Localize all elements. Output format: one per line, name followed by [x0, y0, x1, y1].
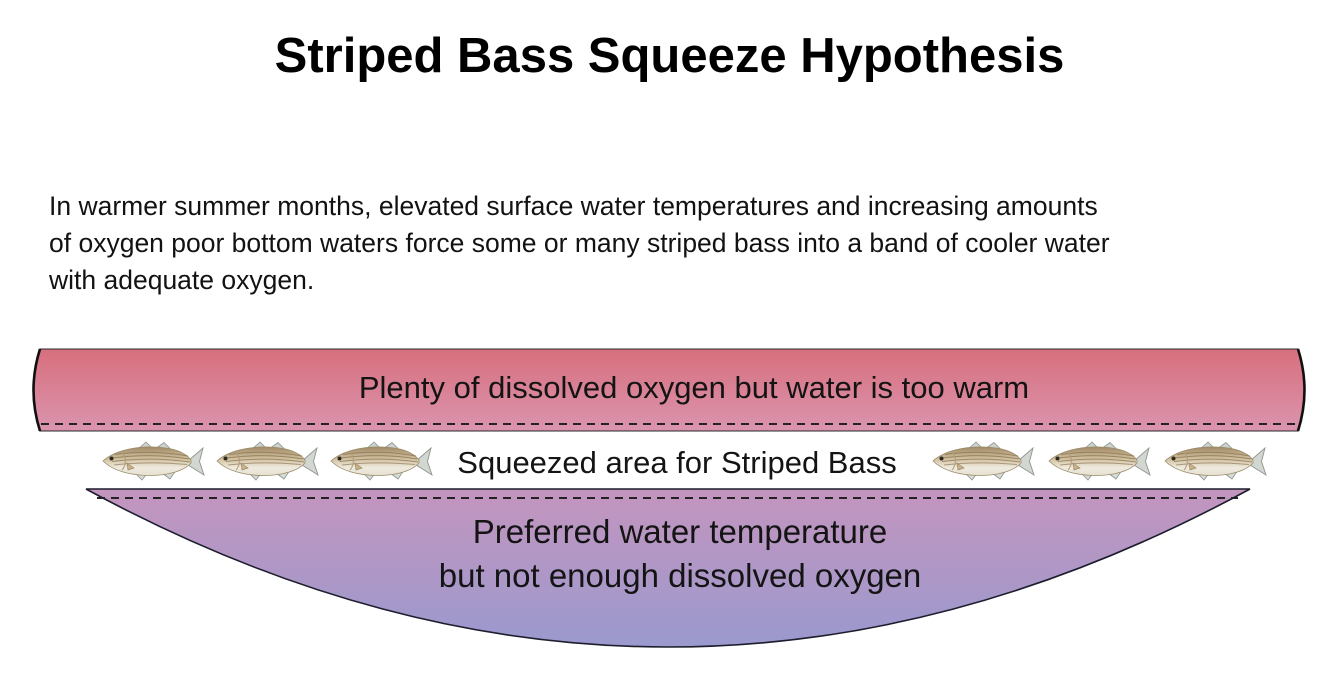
striped-bass-icon — [1048, 441, 1151, 481]
striped-bass-icon — [932, 441, 1035, 481]
bottom-oxygen-poor-layer: Preferred water temperature but not enou… — [85, 488, 1251, 648]
band-right-edge — [1296, 348, 1306, 432]
striped-bass-icon — [216, 441, 319, 481]
squeezed-layer-label: Squeezed area for Striped Bass — [457, 445, 896, 480]
bottom-layer-label-line1: Preferred water temperature — [473, 513, 888, 550]
striped-bass-icon — [330, 441, 433, 481]
description: In warmer summer months, elevated surfac… — [49, 188, 1110, 299]
description-line: In warmer summer months, elevated surfac… — [49, 191, 1098, 221]
description-line: with adequate oxygen. — [49, 265, 315, 295]
striped-bass-icon — [1164, 441, 1267, 481]
description-line: of oxygen poor bottom waters force some … — [49, 228, 1110, 258]
surface-layer-label: Plenty of dissolved oxygen but water is … — [359, 370, 1029, 405]
page-title: Striped Bass Squeeze Hypothesis — [274, 29, 1065, 83]
squeezed-layer: Squeezed area for Striped Bass — [102, 441, 1267, 481]
surface-warm-layer: Plenty of dissolved oxygen but water is … — [32, 348, 1306, 432]
bottom-layer-label-line2: but not enough dissolved oxygen — [439, 557, 922, 594]
striped-bass-icon — [102, 441, 205, 481]
band-left-edge — [32, 348, 42, 432]
